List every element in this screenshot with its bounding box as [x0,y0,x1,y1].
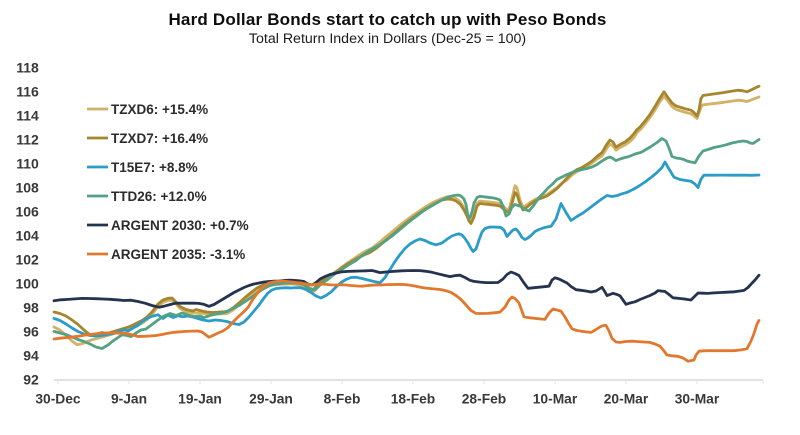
svg-text:TZXD6: +15.4%: TZXD6: +15.4% [111,102,208,117]
svg-text:18-Feb: 18-Feb [391,392,435,407]
svg-text:10-Mar: 10-Mar [533,392,578,407]
svg-text:9-Jan: 9-Jan [111,392,147,407]
svg-text:96: 96 [23,323,39,339]
svg-text:ARGENT 2030: +0.7%: ARGENT 2030: +0.7% [111,218,249,233]
svg-text:108: 108 [15,179,39,195]
svg-text:118: 118 [16,59,39,75]
svg-text:29-Jan: 29-Jan [249,392,293,407]
svg-text:104: 104 [15,227,39,243]
svg-text:106: 106 [15,203,39,219]
svg-text:94: 94 [23,347,39,363]
svg-text:100: 100 [15,275,39,291]
svg-text:98: 98 [23,299,39,315]
svg-text:19-Jan: 19-Jan [178,392,222,407]
svg-text:ARGENT 2035: -3.1%: ARGENT 2035: -3.1% [111,247,245,262]
svg-text:8-Feb: 8-Feb [324,392,361,407]
svg-text:20-Mar: 20-Mar [604,392,649,407]
svg-text:T15E7: +8.8%: T15E7: +8.8% [111,160,198,175]
svg-text:114: 114 [16,107,39,123]
svg-text:110: 110 [16,155,39,171]
svg-text:116: 116 [16,83,39,99]
svg-text:30-Dec: 30-Dec [35,392,81,407]
svg-text:92: 92 [23,371,39,387]
svg-text:28-Feb: 28-Feb [462,392,506,407]
svg-text:TTD26: +12.0%: TTD26: +12.0% [111,189,207,204]
svg-text:112: 112 [16,131,39,147]
svg-text:TZXD7: +16.4%: TZXD7: +16.4% [111,131,208,146]
svg-text:30-Mar: 30-Mar [675,392,720,407]
svg-text:102: 102 [15,251,39,267]
